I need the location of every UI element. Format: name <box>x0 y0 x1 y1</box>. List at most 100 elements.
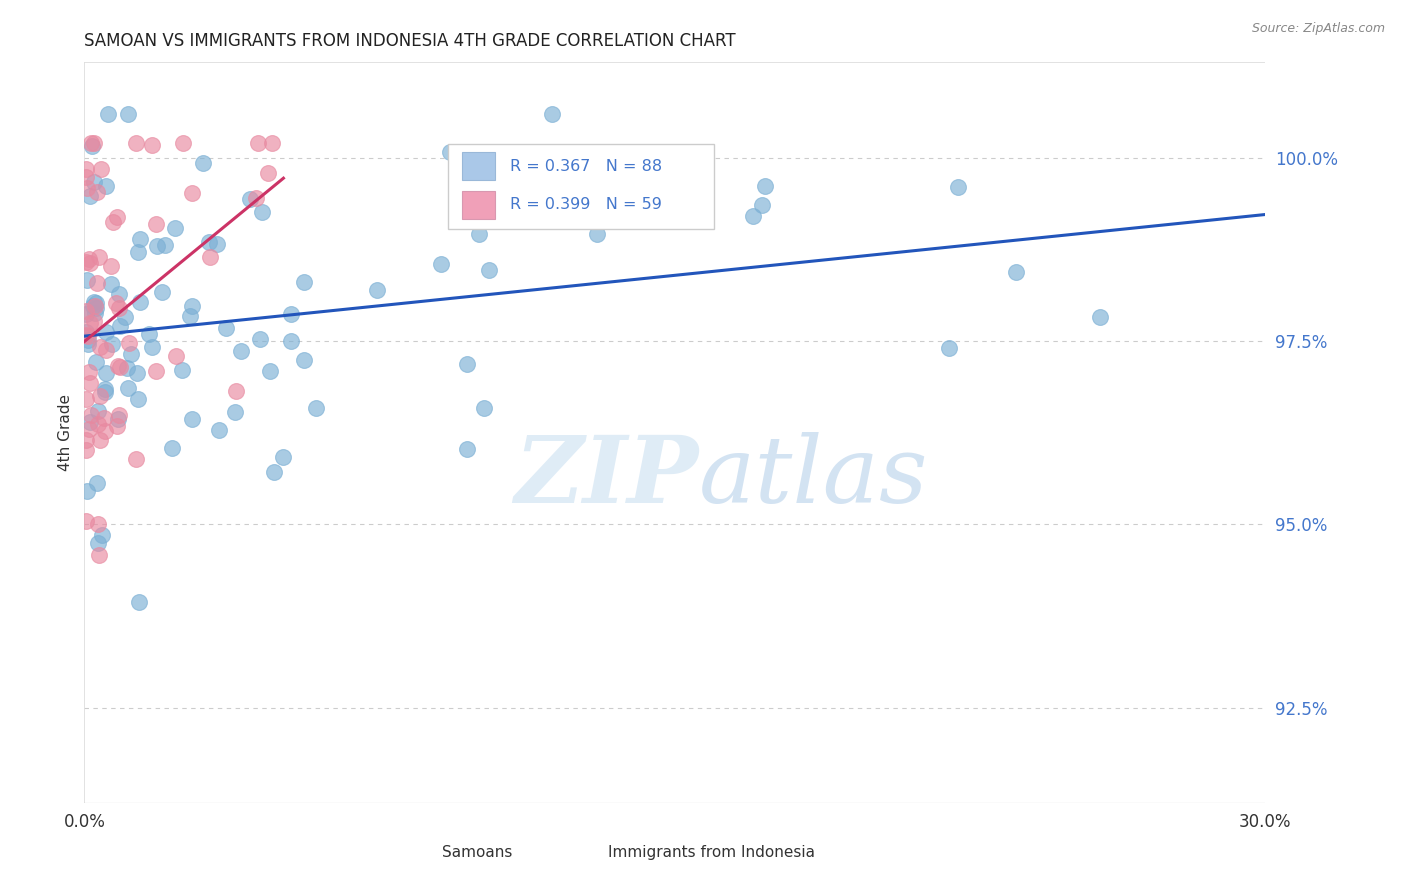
Point <box>751 197 773 211</box>
Point <box>110 318 132 333</box>
Point <box>120 347 142 361</box>
Point <box>86 295 108 310</box>
Point <box>207 423 229 437</box>
Point <box>260 136 283 150</box>
Point <box>93 424 115 438</box>
Point <box>245 191 267 205</box>
Point <box>246 136 269 150</box>
Point <box>292 275 315 289</box>
Point <box>75 514 97 528</box>
Point <box>86 185 108 199</box>
Point <box>741 209 763 223</box>
Point <box>77 333 100 347</box>
Point <box>90 162 112 177</box>
Point <box>75 433 97 447</box>
Text: R = 0.367   N = 88: R = 0.367 N = 88 <box>509 159 662 174</box>
Point <box>107 287 129 301</box>
Point <box>141 138 163 153</box>
Point <box>108 409 131 423</box>
Point <box>366 284 388 298</box>
Point <box>118 336 141 351</box>
Bar <box>409 840 434 864</box>
Point <box>162 441 184 455</box>
Point <box>76 483 98 498</box>
Point <box>77 337 100 351</box>
Point <box>80 136 103 150</box>
Text: R = 0.399   N = 59: R = 0.399 N = 59 <box>509 197 661 212</box>
Point <box>280 307 302 321</box>
Point <box>259 364 281 378</box>
Point <box>224 405 246 419</box>
Point <box>129 232 152 246</box>
Point <box>79 416 101 430</box>
Point <box>105 296 128 310</box>
Point <box>472 401 495 415</box>
Point <box>107 301 129 315</box>
Point <box>96 343 118 357</box>
Text: ZIP: ZIP <box>515 432 699 522</box>
Point <box>83 175 105 189</box>
Point <box>179 309 201 323</box>
Point <box>125 452 148 467</box>
Text: SAMOAN VS IMMIGRANTS FROM INDONESIA 4TH GRADE CORRELATION CHART: SAMOAN VS IMMIGRANTS FROM INDONESIA 4TH … <box>84 32 735 50</box>
Point <box>231 343 253 358</box>
Point <box>103 215 125 229</box>
Point <box>1005 265 1028 279</box>
Point <box>1090 310 1112 324</box>
Point <box>94 366 117 380</box>
Text: Immigrants from Indonesia: Immigrants from Indonesia <box>607 845 814 860</box>
Point <box>84 305 107 319</box>
Point <box>94 385 117 400</box>
Point <box>75 327 97 342</box>
Point <box>141 340 163 354</box>
Point <box>75 325 97 339</box>
Point <box>79 316 101 330</box>
Point <box>96 325 118 339</box>
Text: Samoans: Samoans <box>443 845 513 860</box>
Point <box>76 181 98 195</box>
Point <box>93 383 115 397</box>
Point <box>754 179 776 194</box>
Point <box>181 299 204 313</box>
Point <box>93 410 115 425</box>
Point <box>87 536 110 550</box>
Point <box>77 252 100 267</box>
Point <box>94 179 117 194</box>
Point <box>170 362 193 376</box>
Point <box>107 359 129 373</box>
Bar <box>575 840 600 864</box>
Point <box>280 334 302 348</box>
Point <box>127 392 149 406</box>
Point <box>249 332 271 346</box>
Point <box>938 341 960 355</box>
Point <box>82 299 104 313</box>
Point <box>172 136 194 150</box>
Point <box>197 235 219 250</box>
Point <box>86 404 108 418</box>
Point <box>305 401 328 416</box>
Point <box>540 107 562 121</box>
Point <box>87 548 110 562</box>
Point <box>145 217 167 231</box>
Point <box>108 360 131 375</box>
Point <box>117 107 139 121</box>
Point <box>86 417 108 431</box>
Point <box>456 442 478 456</box>
Point <box>86 301 108 316</box>
Point <box>97 107 120 121</box>
Point <box>83 299 105 313</box>
Point <box>86 277 108 291</box>
Point <box>87 517 110 532</box>
Point <box>105 210 128 224</box>
Y-axis label: 4th Grade: 4th Grade <box>58 394 73 471</box>
Point <box>100 259 122 273</box>
Point <box>145 364 167 378</box>
Point <box>89 434 111 448</box>
Point <box>146 239 169 253</box>
Bar <box>463 153 495 180</box>
Point <box>127 367 149 381</box>
Point <box>115 361 138 376</box>
Point <box>114 310 136 324</box>
Point <box>239 192 262 206</box>
Point <box>77 422 100 436</box>
